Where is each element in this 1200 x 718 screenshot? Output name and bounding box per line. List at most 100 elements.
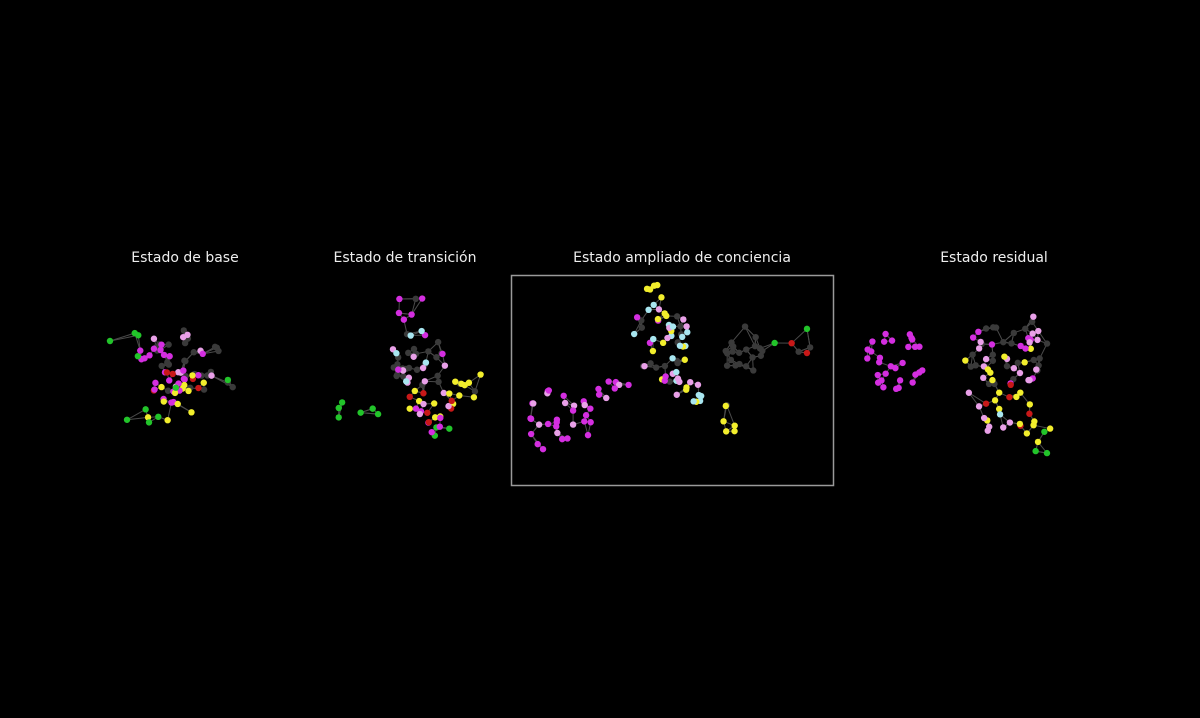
- node: [669, 355, 676, 362]
- node: [975, 403, 983, 410]
- node: [174, 400, 181, 408]
- node: [729, 348, 736, 355]
- node: [663, 312, 670, 320]
- nodes: [106, 281, 1054, 457]
- node: [437, 414, 444, 422]
- node: [982, 325, 990, 332]
- node: [160, 351, 168, 359]
- node: [1016, 420, 1024, 428]
- node: [676, 342, 684, 349]
- node: [584, 431, 592, 439]
- node: [1017, 389, 1024, 396]
- node: [406, 393, 413, 401]
- node: [535, 421, 543, 428]
- highlight-box: [510, 274, 835, 487]
- node: [1043, 340, 1051, 347]
- node: [470, 394, 478, 401]
- node: [887, 363, 895, 370]
- node: [756, 345, 764, 352]
- node: [131, 329, 138, 337]
- panel-title: Estado de base: [131, 250, 238, 266]
- node: [408, 311, 415, 318]
- node: [534, 440, 541, 448]
- node: [1014, 359, 1021, 367]
- node: [972, 362, 979, 369]
- node: [749, 354, 756, 361]
- node: [158, 341, 165, 348]
- node: [1028, 318, 1036, 325]
- node: [152, 379, 159, 387]
- node: [795, 348, 802, 355]
- node: [1022, 345, 1029, 352]
- node: [683, 323, 690, 330]
- node: [1000, 338, 1007, 346]
- node: [400, 373, 407, 380]
- node: [418, 327, 425, 335]
- node: [641, 362, 648, 370]
- node: [1034, 336, 1041, 344]
- node: [677, 323, 684, 330]
- node: [906, 331, 914, 338]
- node: [727, 356, 735, 364]
- node: [1017, 342, 1024, 350]
- node: [1032, 447, 1039, 455]
- node: [229, 383, 236, 391]
- node: [991, 397, 999, 404]
- node: [969, 334, 977, 341]
- node: [750, 367, 757, 374]
- edge: [109, 334, 139, 342]
- node: [137, 347, 144, 354]
- node: [431, 414, 439, 421]
- node: [603, 394, 610, 402]
- node: [662, 373, 669, 380]
- node: [195, 384, 202, 392]
- node: [395, 366, 402, 373]
- node: [1001, 353, 1008, 360]
- node: [155, 413, 162, 421]
- node: [1006, 419, 1014, 426]
- node: [905, 343, 912, 351]
- node: [695, 391, 703, 399]
- node: [980, 414, 988, 422]
- node: [169, 370, 176, 378]
- node: [888, 337, 896, 344]
- node: [965, 389, 973, 396]
- node: [369, 405, 376, 412]
- node: [200, 386, 208, 393]
- node: [410, 345, 418, 353]
- node: [661, 362, 669, 370]
- node: [458, 380, 465, 387]
- node: [722, 347, 729, 355]
- node: [544, 420, 552, 428]
- node: [400, 316, 408, 323]
- node: [171, 389, 179, 397]
- node: [441, 362, 449, 369]
- node: [357, 409, 364, 416]
- node: [150, 335, 158, 342]
- node: [909, 336, 916, 343]
- node: [1013, 393, 1020, 401]
- node: [722, 428, 730, 435]
- node: [172, 384, 180, 391]
- node: [158, 362, 165, 370]
- node: [165, 341, 172, 348]
- node: [420, 390, 427, 397]
- node: [880, 384, 887, 391]
- node: [752, 333, 759, 341]
- node: [595, 385, 602, 393]
- node: [655, 306, 663, 313]
- node: [1030, 421, 1037, 429]
- node: [988, 341, 996, 348]
- node: [558, 435, 566, 443]
- edge: [968, 392, 987, 405]
- node: [743, 346, 750, 353]
- node: [402, 378, 410, 385]
- node: [977, 338, 984, 346]
- node: [681, 356, 688, 363]
- node: [912, 371, 919, 378]
- node: [582, 412, 590, 419]
- node: [659, 339, 667, 347]
- panel-title: Estado residual: [940, 250, 1048, 266]
- node: [445, 402, 452, 410]
